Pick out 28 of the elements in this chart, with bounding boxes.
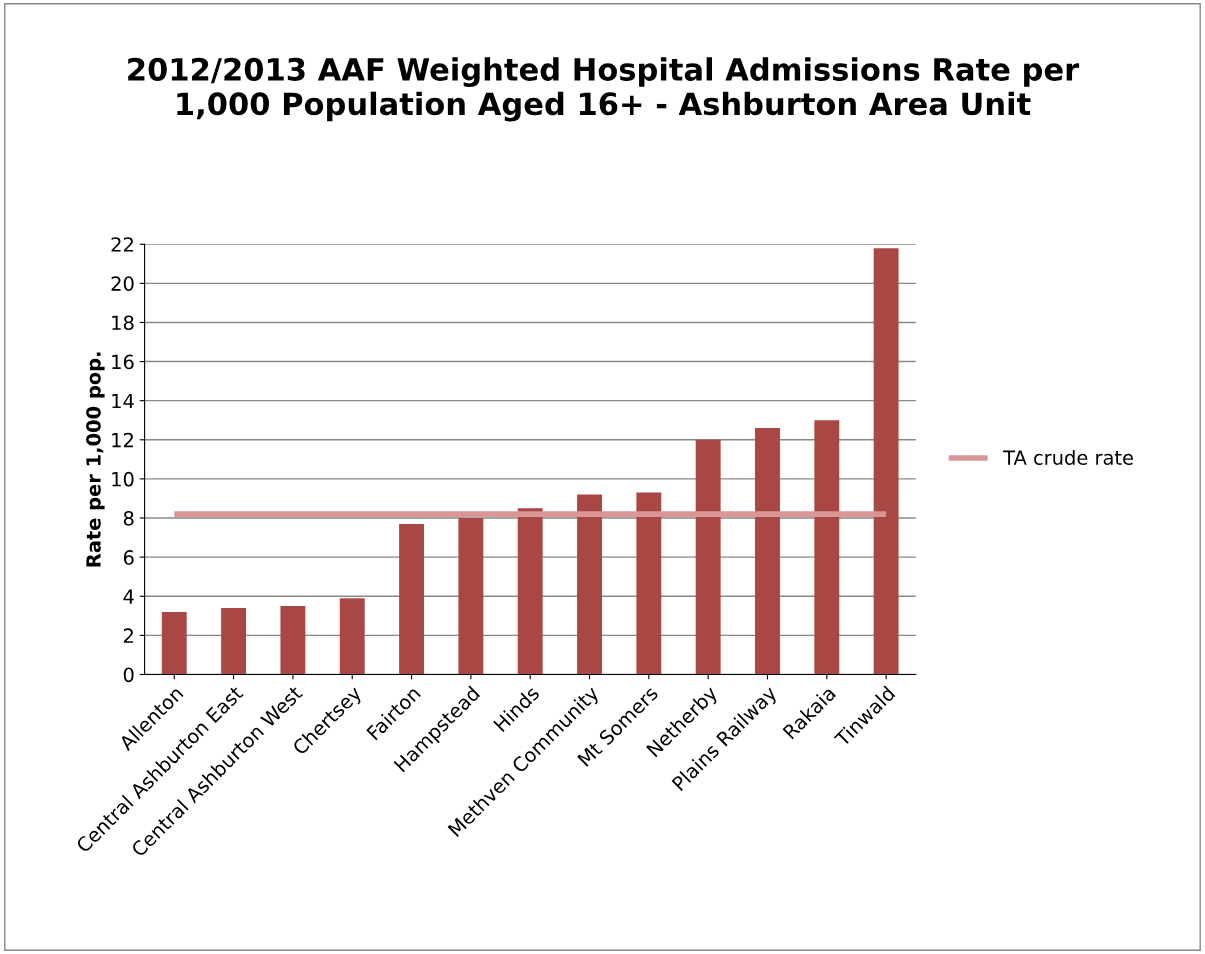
bar (280, 606, 306, 675)
y-tick-label: 10 (112, 471, 134, 487)
bar (873, 248, 899, 675)
y-tick-label: 8 (123, 510, 134, 526)
y-tick-label: 14 (112, 393, 134, 409)
y-axis-title: Rate per 1,000 pop. (86, 352, 105, 567)
bar (755, 428, 780, 675)
bar (814, 420, 840, 675)
y-tick-label: 16 (112, 354, 134, 370)
y-tick-label: 22 (111, 237, 133, 252)
y-tick-label: 12 (112, 432, 133, 448)
bar (695, 439, 721, 675)
y-tick-label: 20 (111, 276, 134, 291)
bar (161, 611, 187, 675)
legend-label: TA crude rate (1003, 449, 1133, 465)
chart-title: 2012/2013 AAF Weighted Hospital Admissions Rate per 1,000 Population Aged 16+ - Ashburton Area Unit (128, 57, 1080, 122)
bar (221, 607, 247, 675)
y-tick-label: 18 (112, 315, 134, 331)
bar (517, 508, 543, 675)
y-tick-label: 2 (123, 628, 133, 643)
bar (399, 523, 425, 675)
y-tick-label: 6 (123, 550, 134, 565)
bar (636, 492, 662, 675)
y-tick-label: 0 (123, 667, 134, 683)
y-tick-label: 4 (123, 589, 134, 604)
bar (339, 598, 365, 675)
bar (458, 518, 484, 675)
bar (577, 494, 602, 675)
